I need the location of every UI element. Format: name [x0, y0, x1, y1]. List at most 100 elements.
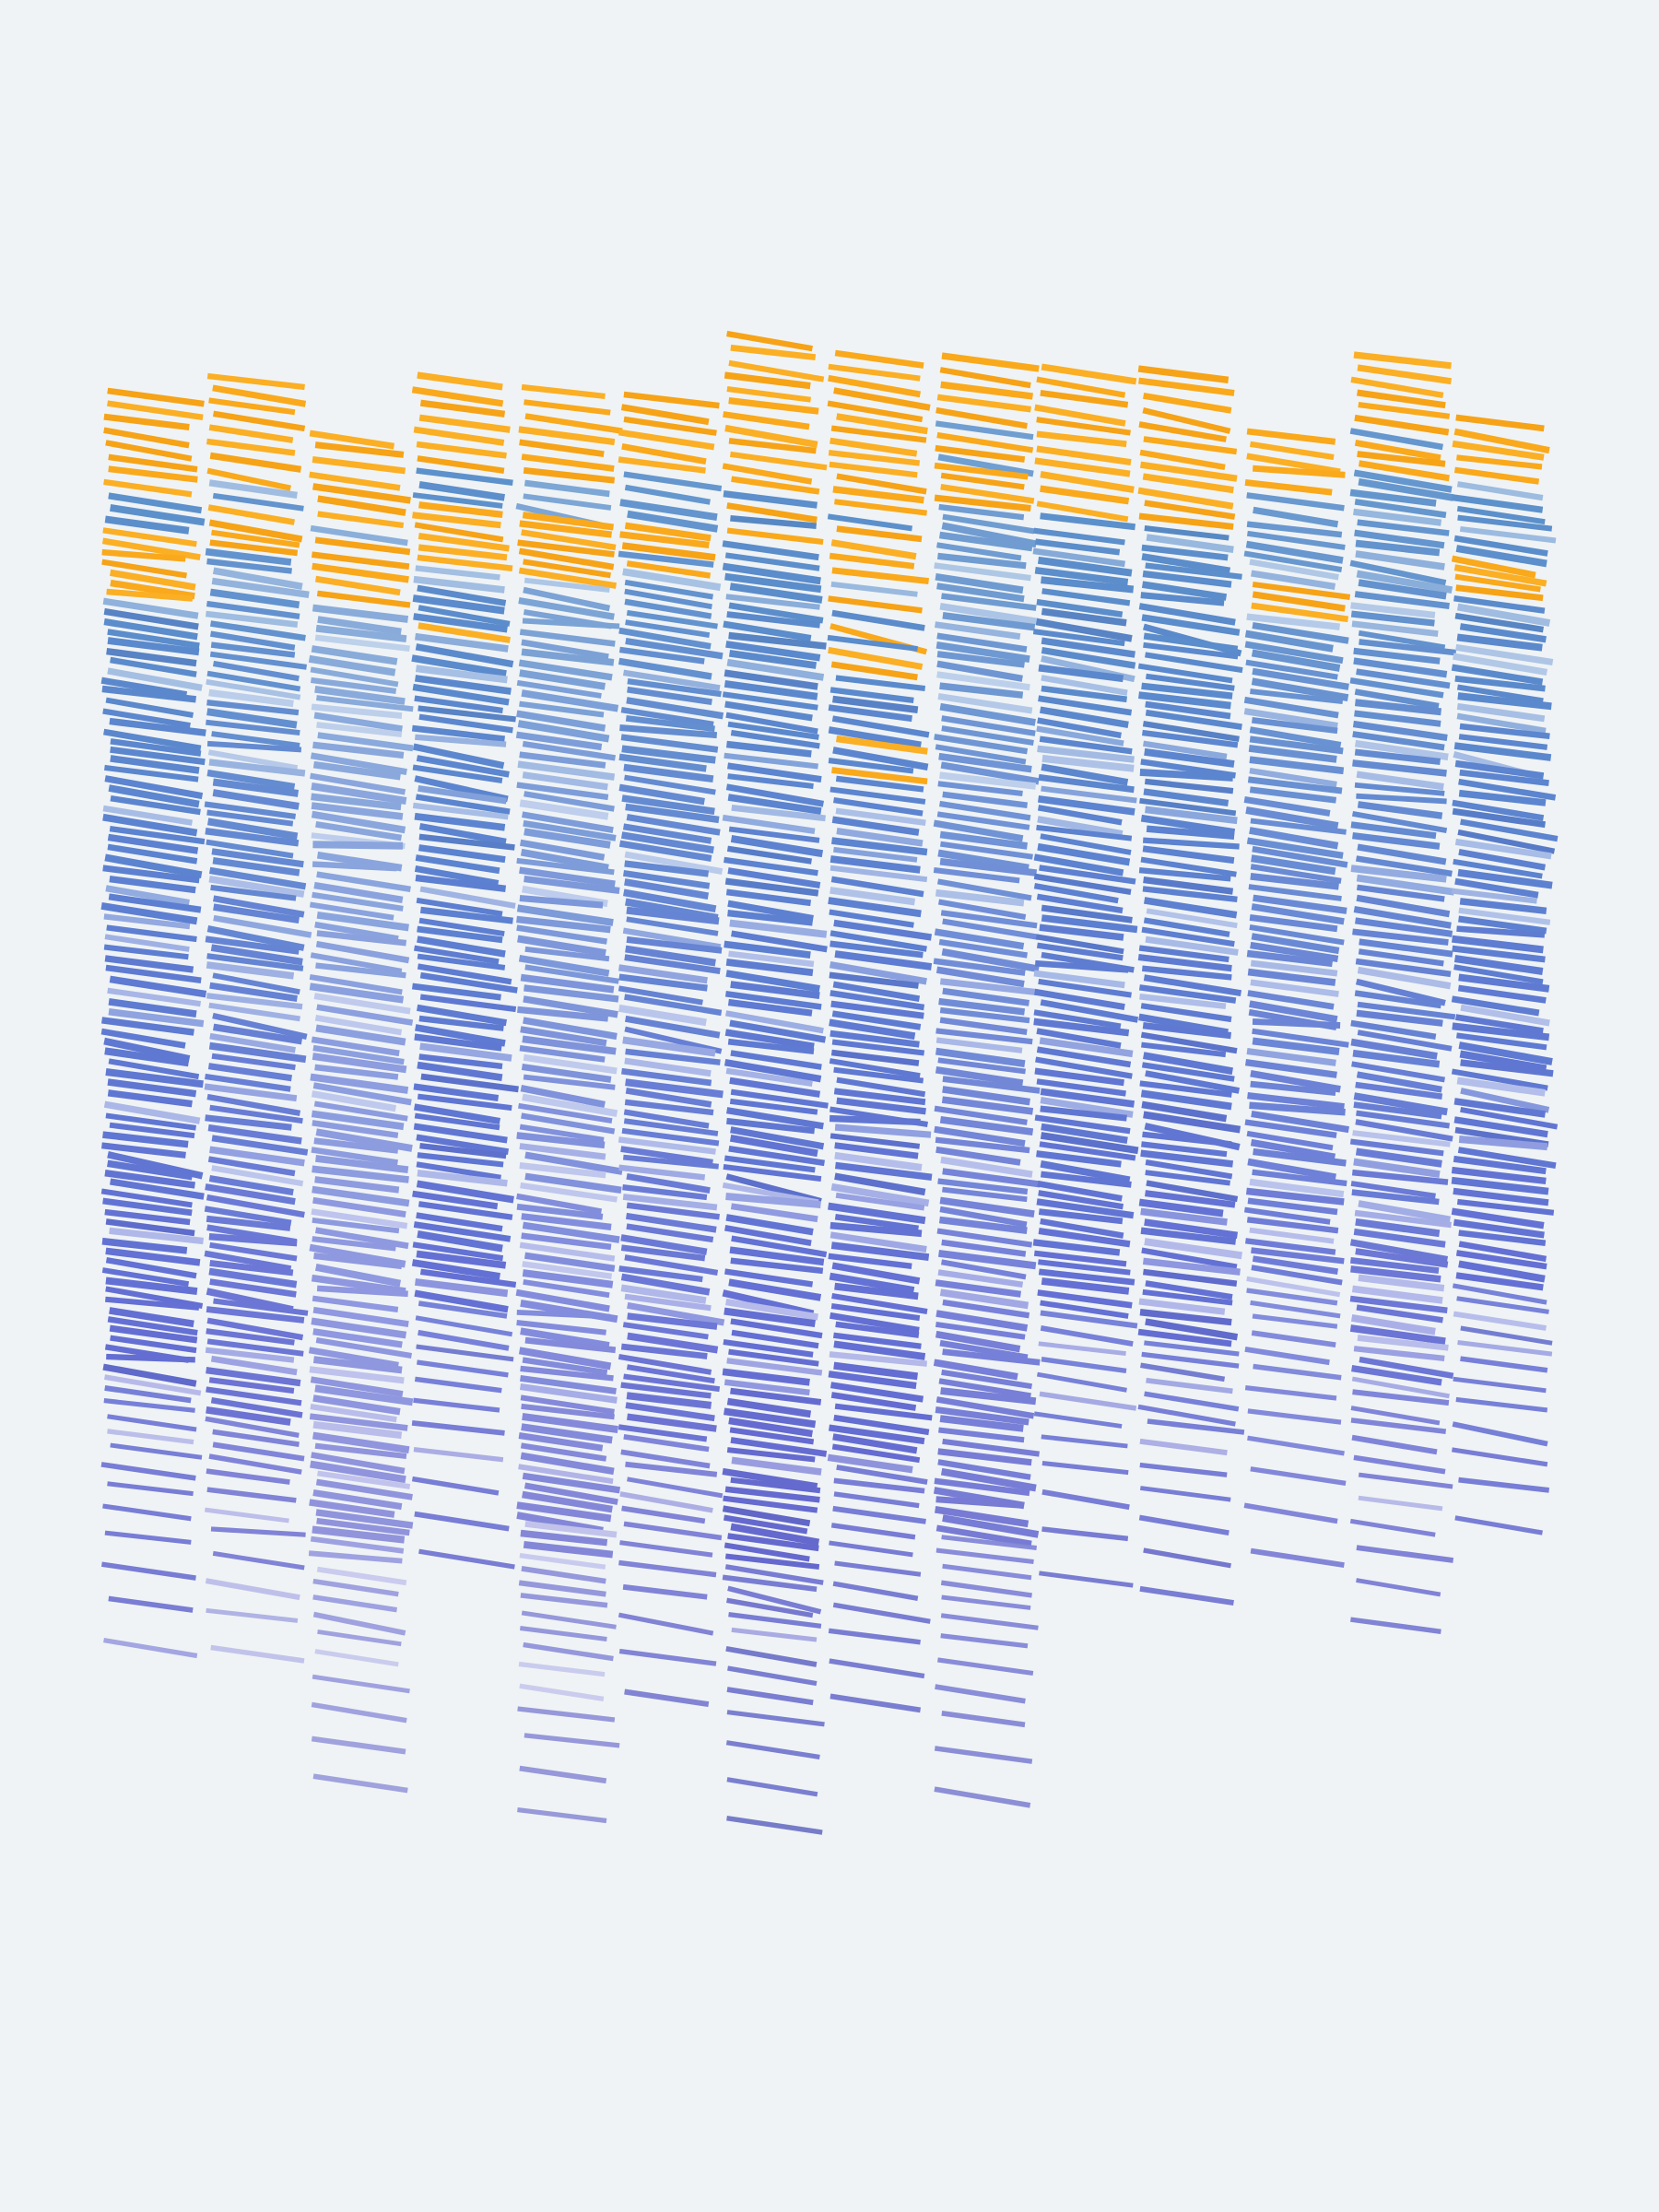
- hatch-stroke: [102, 865, 200, 884]
- hatch-stroke: [311, 782, 407, 805]
- hatch-stroke: [1352, 831, 1441, 850]
- hatch-stroke: [102, 805, 194, 826]
- hatch-stroke: [522, 1490, 613, 1513]
- hatch-stroke: [1146, 1180, 1239, 1203]
- hatch-stroke: [1145, 1159, 1233, 1180]
- hatch-stroke: [1451, 995, 1540, 1017]
- hatch-stroke: [730, 1523, 820, 1547]
- hatch-stroke: [730, 344, 817, 360]
- hatch-stroke: [828, 1253, 912, 1270]
- hatch-stroke: [830, 1312, 920, 1334]
- hatch-stroke: [836, 735, 928, 755]
- stroke-column-10: [1032, 363, 1139, 1588]
- hatch-stroke: [1246, 1276, 1341, 1298]
- hatch-stroke: [103, 1100, 201, 1124]
- hatch-stroke: [107, 1151, 204, 1180]
- hatch-stroke: [622, 669, 721, 691]
- hatch-stroke: [1350, 821, 1437, 840]
- hatch-stroke: [316, 722, 403, 738]
- hatch-stroke: [105, 1247, 201, 1266]
- hatch-stroke: [207, 1124, 302, 1145]
- hatch-stroke: [618, 429, 715, 451]
- hatch-stroke: [834, 1142, 919, 1159]
- hatch-stroke: [935, 888, 1025, 907]
- hatch-stroke: [934, 1786, 1031, 1808]
- hatch-stroke: [1354, 739, 1449, 761]
- hatch-stroke: [831, 609, 925, 631]
- hatch-stroke: [728, 359, 825, 382]
- hatch-stroke: [730, 1477, 821, 1494]
- hatch-stroke: [727, 794, 822, 815]
- hatch-stroke: [623, 1109, 710, 1129]
- hatch-stroke: [1247, 776, 1343, 794]
- hatch-stroke: [212, 492, 304, 512]
- hatch-stroke: [830, 437, 918, 457]
- hatch-stroke: [205, 1073, 291, 1092]
- hatch-stroke: [829, 1272, 915, 1294]
- hatch-stroke: [519, 839, 606, 861]
- hatch-stroke: [1243, 795, 1331, 817]
- hatch-stroke: [311, 1090, 397, 1112]
- hatch-stroke: [728, 649, 818, 669]
- hatch-stroke: [1037, 745, 1135, 763]
- hatch-stroke: [1252, 1018, 1341, 1029]
- hatch-stroke: [523, 1541, 614, 1559]
- hatch-stroke: [1458, 915, 1547, 935]
- hatch-stroke: [834, 1151, 923, 1171]
- hatch-stroke: [310, 677, 397, 694]
- hatch-stroke: [204, 1507, 289, 1524]
- hatch-stroke: [108, 784, 200, 808]
- hatch-stroke: [311, 1317, 407, 1339]
- hatch-stroke: [833, 1088, 926, 1106]
- hatch-stroke: [725, 1067, 813, 1087]
- hatch-stroke: [835, 1321, 920, 1338]
- hatch-stroke: [1038, 1268, 1135, 1286]
- hatch-stroke: [1251, 854, 1336, 876]
- hatch-stroke: [1145, 652, 1243, 674]
- hatch-stroke: [311, 1036, 400, 1057]
- hatch-stroke: [1145, 1190, 1236, 1208]
- hatch-stroke: [729, 919, 828, 938]
- hatch-stroke: [309, 1413, 408, 1431]
- hatch-stroke: [522, 1412, 618, 1434]
- hatch-stroke: [1358, 579, 1447, 600]
- hatch-stroke: [937, 1459, 1031, 1480]
- hatch-stroke: [1246, 521, 1343, 538]
- hatch-stroke: [725, 1645, 818, 1667]
- hatch-stroke: [312, 741, 405, 759]
- hatch-stroke: [1458, 1477, 1550, 1493]
- hatch-stroke: [310, 772, 406, 795]
- hatch-stroke: [101, 1237, 188, 1254]
- hatch-stroke: [726, 1107, 824, 1130]
- hatch-stroke: [1459, 723, 1550, 740]
- hatch-stroke: [618, 840, 712, 862]
- hatch-stroke: [411, 386, 504, 407]
- hatch-stroke: [1455, 1250, 1547, 1270]
- hatch-stroke: [1037, 556, 1133, 577]
- hatch-stroke: [1456, 702, 1546, 723]
- hatch-stroke: [418, 544, 508, 561]
- hatch-stroke: [1456, 603, 1551, 627]
- hatch-stroke: [722, 562, 821, 585]
- hatch-stroke: [621, 1067, 712, 1087]
- hatch-stroke: [209, 452, 302, 473]
- hatch-stroke: [524, 1482, 618, 1505]
- hatch-stroke: [515, 731, 603, 751]
- hatch-stroke: [726, 1358, 823, 1376]
- hatch-stroke: [1246, 1047, 1336, 1066]
- hatch-stroke: [212, 1441, 305, 1462]
- hatch-stroke: [310, 524, 408, 547]
- hatch-stroke: [834, 499, 927, 516]
- hatch-stroke: [209, 1278, 297, 1298]
- hatch-stroke: [1139, 1585, 1234, 1606]
- hatch-stroke: [520, 1365, 614, 1382]
- hatch-stroke: [100, 902, 198, 925]
- hatch-stroke: [521, 1403, 615, 1420]
- hatch-stroke: [419, 399, 506, 418]
- hatch-stroke: [1139, 993, 1227, 1009]
- hatch-stroke: [206, 993, 303, 1010]
- hatch-stroke: [1350, 1617, 1441, 1634]
- hatch-stroke: [206, 1215, 291, 1231]
- hatch-stroke: [1250, 1138, 1336, 1160]
- hatch-stroke: [414, 1033, 502, 1052]
